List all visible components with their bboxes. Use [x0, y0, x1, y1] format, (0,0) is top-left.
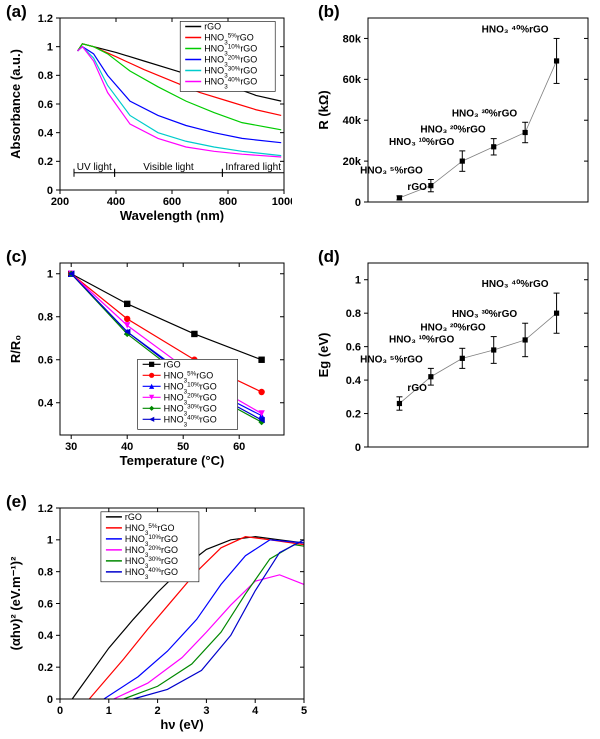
svg-text:0.4: 0.4	[38, 630, 54, 642]
svg-text:HNO₃ ³⁰%rGO: HNO₃ ³⁰%rGO	[452, 309, 518, 320]
svg-text:Temperature (°C): Temperature (°C)	[120, 453, 225, 468]
svg-text:0: 0	[47, 185, 53, 197]
svg-text:800: 800	[219, 196, 237, 208]
svg-text:0.6: 0.6	[38, 598, 53, 610]
svg-text:60: 60	[233, 441, 245, 453]
svg-text:0.4: 0.4	[38, 398, 54, 410]
panel-c: 30 40 50 60 0.4 0.6 0.8 1 Temperature (°C) R/R₀ rG…	[2, 245, 292, 475]
svg-text:1: 1	[47, 42, 53, 54]
svg-text:0: 0	[355, 197, 361, 209]
svg-text:HNO₃ ¹⁰%rGO: HNO₃ ¹⁰%rGO	[389, 137, 455, 148]
svg-text:HNO₃ ⁵%rGO: HNO₃ ⁵%rGO	[360, 354, 423, 365]
panel-e: 0 1 2 3 4 5 0 0.2 0.4 0.6 0.8 1 1.2 hν (eV) (αhν)² (eV…	[2, 490, 312, 739]
svg-text:3: 3	[203, 705, 209, 717]
svg-text:rGO: rGO	[407, 182, 427, 193]
svg-text:0.4: 0.4	[38, 128, 54, 140]
svg-text:0.6: 0.6	[38, 99, 53, 111]
svg-text:80k: 80k	[343, 33, 362, 45]
svg-text:rGO: rGO	[204, 21, 221, 31]
svg-text:1: 1	[355, 275, 361, 287]
svg-text:1000: 1000	[272, 196, 292, 208]
svg-text:0.8: 0.8	[38, 567, 53, 579]
svg-text:0.4: 0.4	[346, 375, 362, 387]
svg-text:0.6: 0.6	[38, 355, 53, 367]
svg-text:HNO₃ ²⁰%rGO: HNO₃ ²⁰%rGO	[420, 125, 486, 136]
svg-text:0.2: 0.2	[38, 662, 53, 674]
svg-text:R/R₀: R/R₀	[8, 335, 23, 363]
svg-text:Wavelength (nm): Wavelength (nm)	[120, 208, 224, 223]
svg-text:0: 0	[57, 705, 63, 717]
svg-text:0.6: 0.6	[346, 341, 361, 353]
svg-text:30: 30	[65, 441, 77, 453]
svg-text:1.2: 1.2	[38, 503, 53, 515]
svg-text:60k: 60k	[343, 74, 362, 86]
svg-text:200: 200	[51, 196, 69, 208]
svg-text:HNO₃ ¹⁰%rGO: HNO₃ ¹⁰%rGO	[389, 334, 455, 345]
svg-text:40k: 40k	[343, 115, 362, 127]
svg-text:1: 1	[106, 705, 112, 717]
panel-d: rGO HNO₃ ⁵%rGO HNO₃ ¹⁰%rGOHNO₃ ²⁰%rGO HNO₃ …	[310, 245, 600, 475]
svg-text:0.8: 0.8	[38, 70, 53, 82]
svg-text:HNO₃ ²⁰%rGO: HNO₃ ²⁰%rGO	[420, 323, 486, 334]
svg-text:HNO₃ ⁴⁰%rGO: HNO₃ ⁴⁰%rGO	[482, 24, 549, 35]
svg-text:Visible light: Visible light	[143, 162, 194, 173]
svg-text:hν (eV): hν (eV)	[160, 717, 203, 732]
svg-text:0.2: 0.2	[346, 408, 361, 420]
svg-text:1: 1	[47, 535, 53, 547]
svg-text:50: 50	[177, 441, 189, 453]
svg-text:0.8: 0.8	[346, 308, 361, 320]
svg-text:4: 4	[252, 705, 259, 717]
svg-text:0.2: 0.2	[38, 156, 53, 168]
svg-text:0: 0	[47, 694, 53, 706]
svg-text:HNO₃ ⁵%rGO: HNO₃ ⁵%rGO	[360, 166, 423, 177]
svg-text:40: 40	[121, 441, 133, 453]
svg-text:0.8: 0.8	[38, 312, 53, 324]
svg-text:rGO: rGO	[164, 359, 181, 369]
svg-text:UV light: UV light	[77, 162, 112, 173]
svg-text:(αhν)² (eV.m⁻¹)²: (αhν)² (eV.m⁻¹)²	[8, 556, 23, 650]
panel-a: UV light Visible light Infrared light 200 40…	[2, 0, 292, 230]
svg-text:rGO: rGO	[407, 383, 427, 394]
svg-text:R (kΩ): R (kΩ)	[316, 90, 331, 129]
svg-text:20k: 20k	[343, 156, 362, 168]
svg-text:Infrared light: Infrared light	[225, 162, 281, 173]
svg-text:0: 0	[355, 442, 361, 454]
svg-text:1.2: 1.2	[38, 13, 53, 25]
svg-text:5: 5	[301, 705, 307, 717]
svg-text:600: 600	[163, 196, 181, 208]
svg-text:Absorbance (a.u.): Absorbance (a.u.)	[8, 49, 23, 159]
svg-text:2: 2	[155, 705, 161, 717]
svg-text:Eg (eV): Eg (eV)	[316, 333, 331, 378]
svg-text:1: 1	[47, 269, 53, 281]
svg-text:HNO₃ ⁴⁰%rGO: HNO₃ ⁴⁰%rGO	[482, 279, 549, 290]
panel-b: rGO HNO₃ ⁵%rGO HNO₃ ¹⁰%rGOHNO₃ ²⁰%rGO HNO₃ …	[310, 0, 600, 230]
svg-text:rGO: rGO	[125, 512, 142, 522]
svg-text:HNO₃ ³⁰%rGO: HNO₃ ³⁰%rGO	[452, 108, 518, 119]
svg-text:400: 400	[107, 196, 125, 208]
